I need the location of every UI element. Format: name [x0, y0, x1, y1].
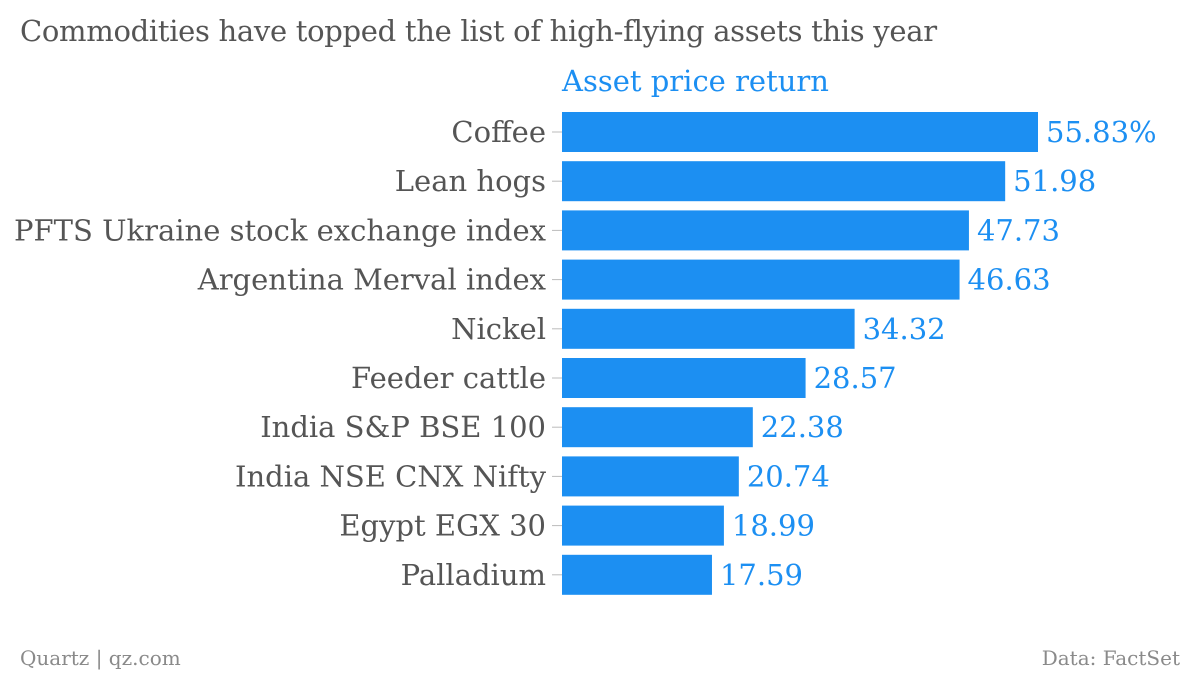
bar — [562, 259, 960, 300]
value-label: 20.74 — [747, 459, 830, 493]
bar — [562, 112, 1038, 152]
value-label: 34.32 — [863, 312, 946, 346]
bar — [562, 161, 1006, 202]
bar — [562, 456, 739, 497]
category-label: Coffee — [451, 115, 546, 149]
value-label: 22.38 — [761, 410, 844, 444]
category-label: India NSE CNX Nifty — [235, 459, 547, 493]
bar — [562, 407, 753, 448]
category-label: Egypt EGX 30 — [339, 509, 546, 543]
bar — [562, 505, 724, 546]
category-label: Palladium — [401, 558, 546, 592]
category-label: Lean hogs — [395, 164, 546, 198]
category-label: Argentina Merval index — [197, 263, 546, 297]
category-label: Nickel — [451, 312, 546, 346]
value-label: 46.63 — [968, 263, 1051, 297]
category-label: Feeder cattle — [351, 361, 546, 395]
bar — [562, 210, 969, 251]
footer-source: Data: FactSet — [1041, 646, 1180, 670]
value-label: 55.83% — [1046, 115, 1157, 149]
chart-title: Commodities have topped the list of high… — [20, 14, 937, 48]
series-label: Asset price return — [562, 64, 829, 98]
bars-group: Coffee 55.83% Lean hogs 51.98 PFTS Ukraine s… — [14, 112, 1157, 595]
bar — [562, 554, 712, 595]
value-label: 47.73 — [977, 213, 1060, 247]
bar — [562, 358, 806, 398]
value-label: 51.98 — [1013, 164, 1096, 198]
value-label: 18.99 — [732, 509, 815, 543]
bar — [562, 308, 855, 349]
footer-credit: Quartz | qz.com — [20, 646, 181, 670]
category-label: India S&P BSE 100 — [260, 410, 546, 444]
category-label: PFTS Ukraine stock exchange index — [14, 213, 546, 247]
value-label: 17.59 — [720, 558, 803, 592]
value-label: 28.57 — [814, 361, 897, 395]
